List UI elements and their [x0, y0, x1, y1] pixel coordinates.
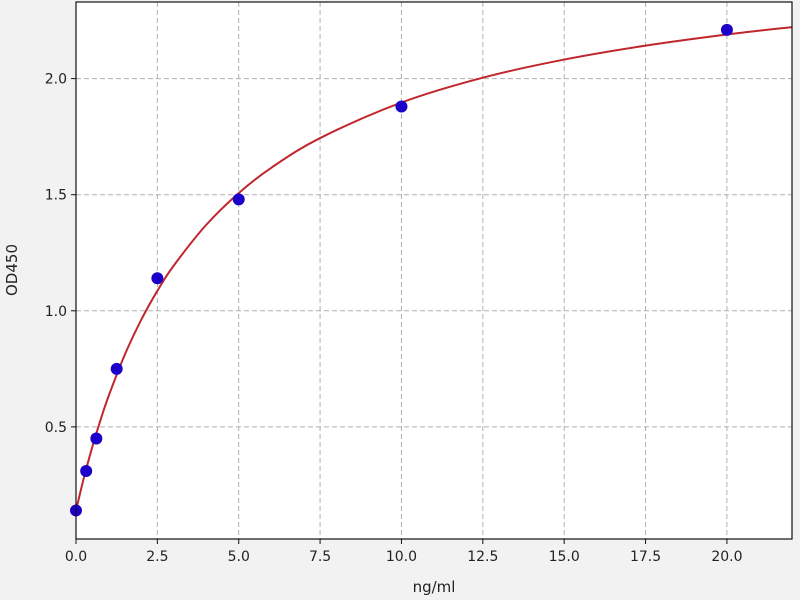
x-tick-label: 17.5: [630, 549, 661, 565]
data-point: [80, 464, 93, 477]
x-tick-label: 12.5: [467, 549, 498, 565]
y-tick-label: 2.0: [45, 72, 67, 88]
x-tick-label: 0.0: [65, 549, 87, 565]
y-tick-label: 1.5: [45, 188, 67, 204]
x-tick-label: 15.0: [549, 549, 580, 565]
x-tick-label: 7.5: [309, 549, 331, 565]
fit-curve-group: [75, 26, 793, 511]
plot-area: [76, 2, 792, 539]
fit-curve: [75, 26, 793, 511]
data-point: [720, 23, 733, 36]
x-tick-label: 10.0: [386, 549, 417, 565]
grid: [75, 2, 792, 539]
data-point: [90, 432, 103, 445]
data-point: [110, 362, 123, 375]
data-point: [151, 272, 164, 285]
data-point: [232, 193, 245, 206]
axes-frame: [75, 1, 793, 540]
x-tick-label: 5.0: [228, 549, 250, 565]
data-point: [395, 100, 408, 113]
x-axis-label: ng/ml: [413, 578, 456, 596]
y-tick-label: 0.5: [45, 420, 67, 436]
x-tick-label: 20.0: [711, 549, 742, 565]
data-points: [70, 23, 733, 517]
ticks: 0.0 2.5 5.0 7.5 10.0 12.5 15.0 17.5 20.0 0.5 1.0 1.…: [45, 72, 743, 565]
y-axis-label: OD450: [3, 244, 21, 296]
y-tick-label: 1.0: [45, 304, 67, 320]
x-tick-label: 2.5: [146, 549, 168, 565]
